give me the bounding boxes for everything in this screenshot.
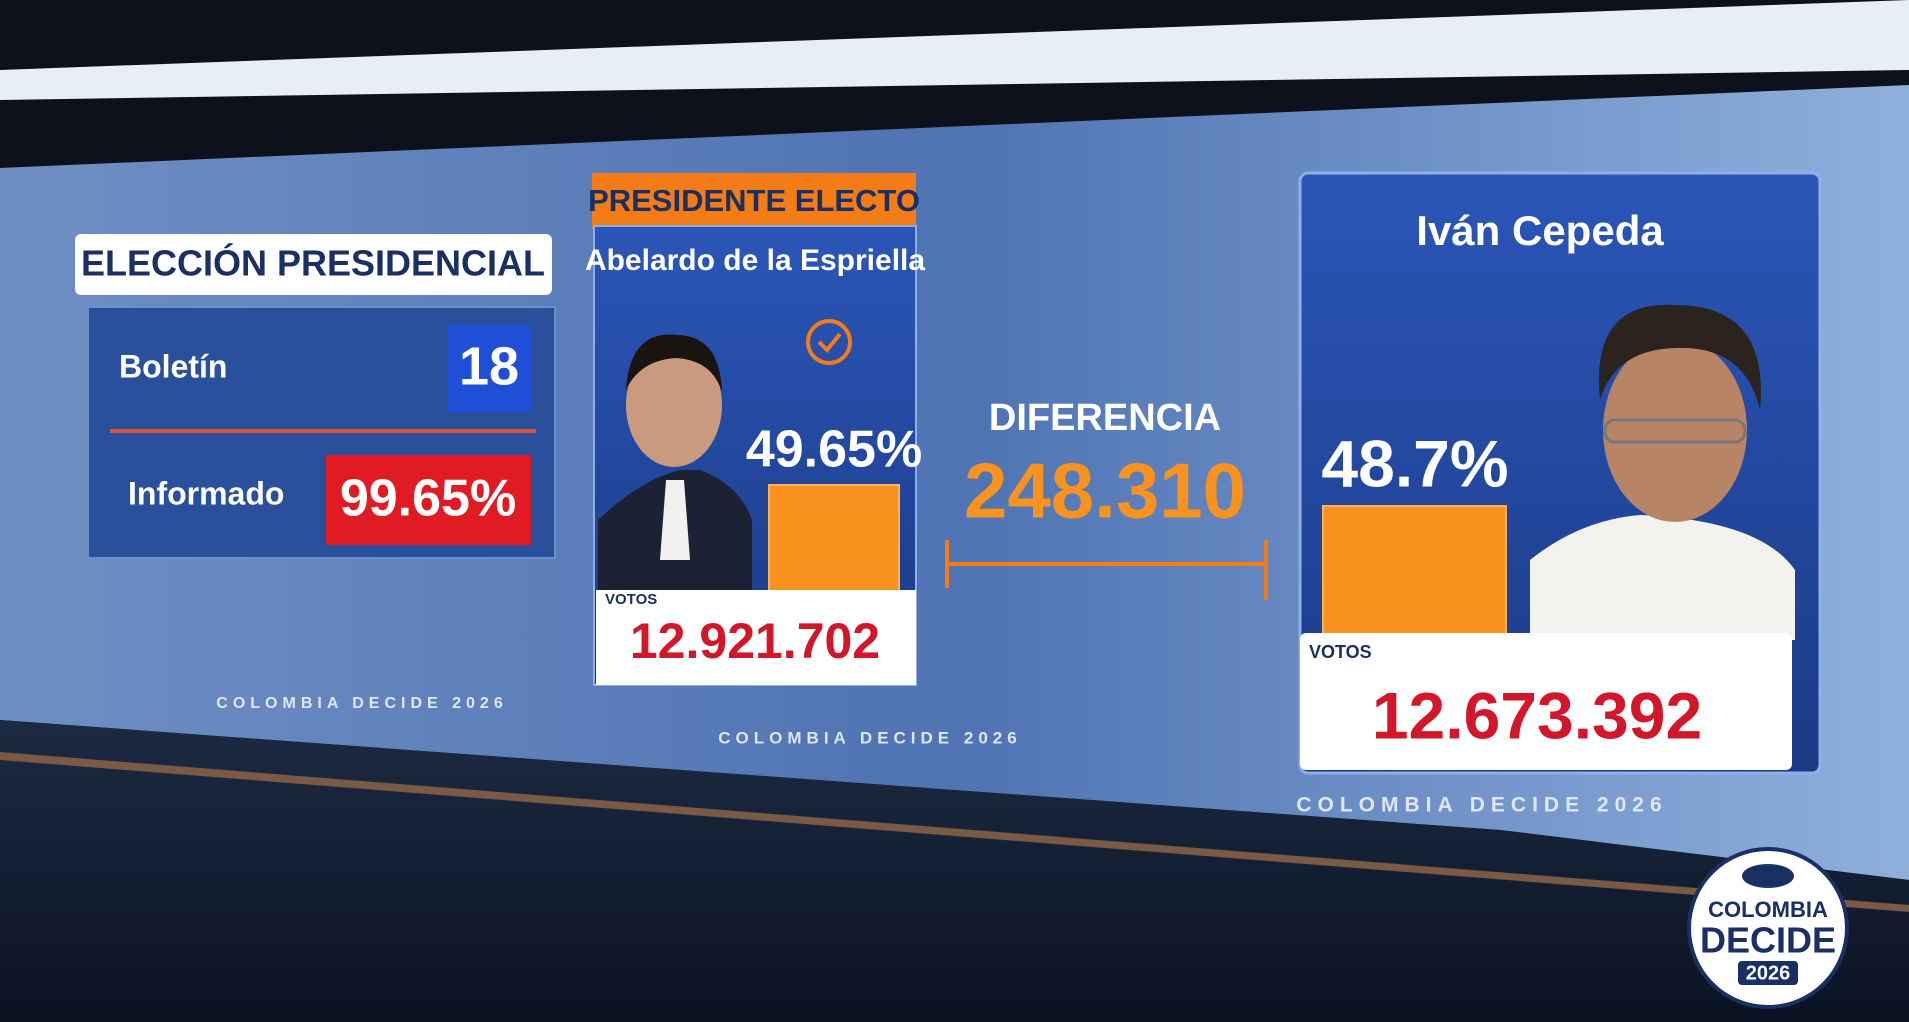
logo-line2: DECIDE	[1700, 920, 1836, 961]
vote-bar	[768, 484, 900, 600]
candidate-name: Iván Cepeda	[1416, 207, 1664, 254]
check-mark	[817, 332, 842, 353]
candidate-photo	[1530, 304, 1795, 640]
difference-label: DIFERENCIA	[989, 397, 1221, 439]
votes-box	[1300, 633, 1792, 770]
title: ELECCIÓN PRESIDENCIAL	[81, 242, 545, 284]
candidate-percent: 49.65%	[746, 421, 922, 479]
logo-line1: COLOMBIA	[1708, 897, 1828, 922]
votes-label: VOTOS	[1309, 642, 1372, 662]
winner-badge-text: PRESIDENTE ELECTO	[588, 183, 920, 218]
candidate-percent: 48.7%	[1321, 426, 1508, 500]
logo-line3: 2026	[1746, 962, 1791, 984]
reported-value: 99.65%	[340, 470, 516, 528]
votes-value: 12.921.702	[630, 613, 880, 669]
bulletin-label: Boletín	[119, 348, 227, 384]
votes-box	[596, 590, 916, 685]
bulletin-number: 18	[459, 336, 519, 396]
candidate-name: Abelardo de la Espriella	[585, 244, 925, 277]
logo-eye	[1742, 864, 1794, 888]
check-icon	[806, 319, 852, 365]
separator	[110, 429, 536, 433]
logo-year-box	[1738, 961, 1798, 985]
backdrop-text: COLOMBIA DECIDE 2026	[718, 728, 1021, 747]
bulletin-box	[448, 325, 531, 412]
candidate-photo	[598, 334, 752, 590]
backdrop-text: COLOMBIA DECIDE 2026	[216, 695, 507, 712]
winner-badge	[592, 173, 916, 229]
difference-value: 248.310	[964, 447, 1246, 535]
title-box	[75, 234, 552, 295]
backdrop-text: COLOMBIA DECIDE 2026	[1296, 794, 1667, 817]
difference-bracket	[945, 540, 1268, 600]
reported-label: Informado	[128, 475, 284, 511]
vote-bar	[1322, 505, 1507, 643]
floor-edge	[0, 752, 1909, 912]
votes-value: 12.673.392	[1372, 678, 1702, 752]
votes-label: VOTOS	[605, 591, 657, 608]
logo-badge	[1687, 847, 1849, 1009]
reported-box	[326, 455, 531, 545]
ceiling-light	[0, 0, 1909, 100]
